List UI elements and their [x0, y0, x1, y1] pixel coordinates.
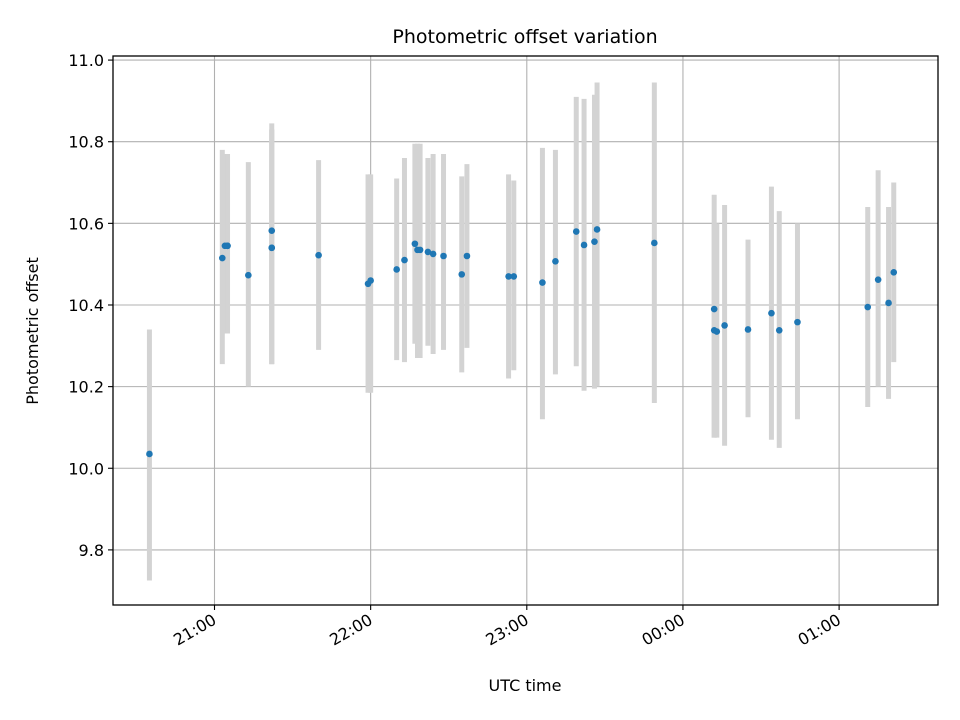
data-point: [768, 309, 775, 317]
data-point: [580, 241, 588, 249]
data-points: [146, 226, 898, 458]
y-axis-ticks: 9.8 10.0 10.2 10.4 10.6 10.8 11.0: [68, 51, 113, 560]
y-tick-label: 10.6: [68, 214, 104, 233]
data-point: [268, 227, 276, 235]
data-point: [268, 244, 276, 252]
data-point: [539, 279, 546, 286]
plot-frame: [112, 55, 939, 606]
data-point: [874, 276, 882, 283]
data-point: [510, 273, 518, 280]
data-point: [463, 252, 471, 260]
x-axis-label: UTC time: [489, 676, 562, 695]
data-point: [458, 271, 466, 278]
data-point: [552, 258, 559, 265]
y-tick-label: 10.4: [68, 296, 104, 315]
data-point: [424, 248, 432, 256]
data-point: [591, 238, 598, 246]
data-point: [890, 269, 898, 276]
data-point: [440, 252, 447, 260]
y-tick-label: 9.8: [79, 541, 104, 560]
y-tick-label: 10.0: [68, 459, 104, 478]
data-point: [713, 328, 721, 335]
data-point: [411, 240, 419, 248]
data-point: [401, 256, 408, 264]
data-point: [245, 271, 252, 279]
grid-lines: [113, 56, 938, 605]
data-point: [794, 318, 801, 326]
chart-title: Photometric offset variation: [392, 26, 657, 48]
data-point: [593, 226, 601, 233]
data-point: [744, 326, 752, 333]
data-point: [393, 266, 400, 273]
data-point: [864, 303, 872, 311]
data-point: [416, 246, 424, 254]
y-tick-label: 11.0: [68, 51, 104, 70]
data-point: [775, 326, 783, 334]
data-point: [315, 251, 322, 259]
data-point: [429, 250, 437, 258]
data-point: [505, 273, 512, 280]
data-point: [885, 299, 892, 307]
data-point: [219, 254, 226, 262]
y-tick-label: 10.2: [68, 378, 104, 397]
data-point: [224, 242, 231, 250]
data-point: [651, 239, 658, 247]
y-tick-label: 10.8: [68, 133, 104, 152]
y-axis-label: Photometric offset: [23, 257, 42, 405]
data-point: [710, 305, 718, 313]
data-point: [367, 277, 374, 284]
data-point: [572, 228, 580, 235]
data-point: [146, 450, 153, 458]
data-point: [721, 322, 728, 329]
